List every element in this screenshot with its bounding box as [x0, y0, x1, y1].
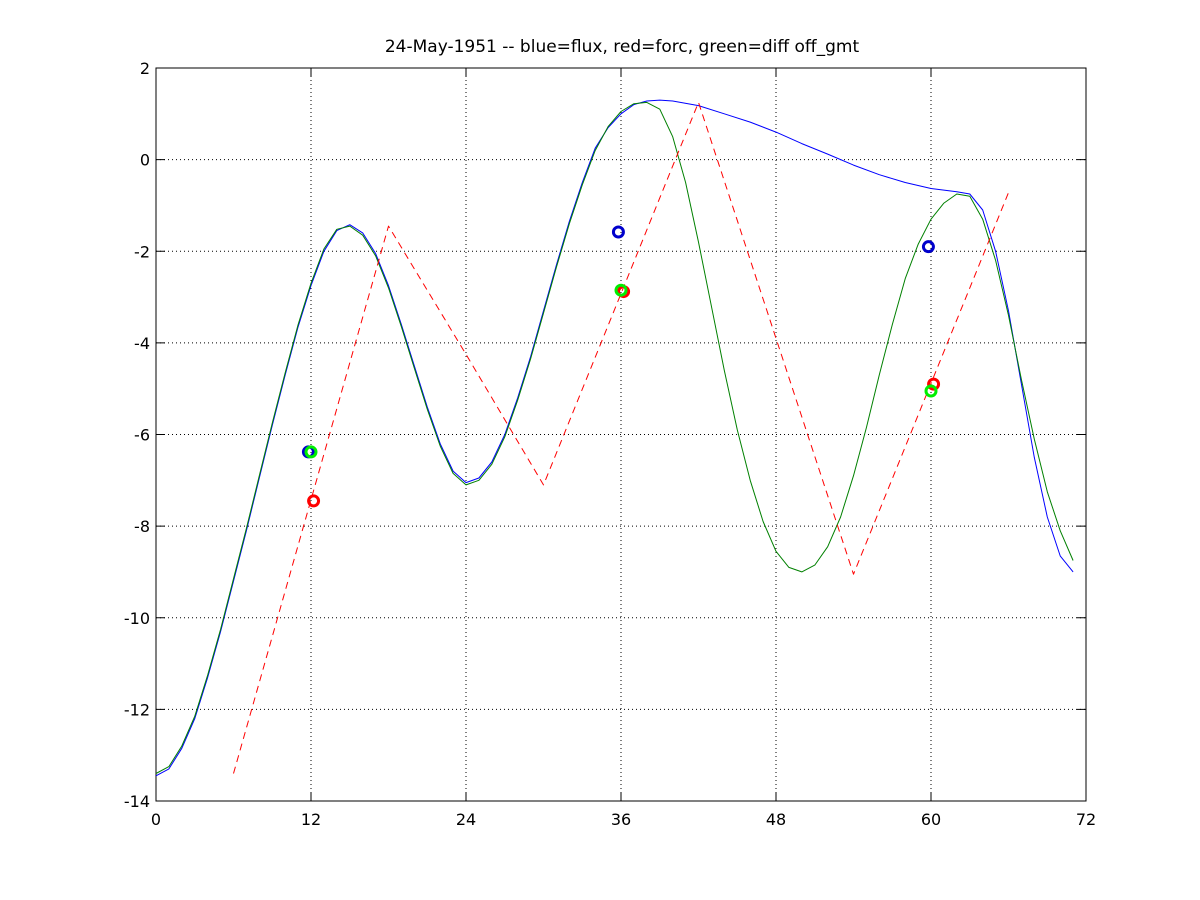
grid	[156, 68, 1086, 801]
x-tick-label: 48	[766, 810, 786, 829]
y-tick-label: -10	[124, 609, 150, 628]
series-group	[155, 99, 1074, 777]
x-tick-label: 12	[301, 810, 321, 829]
y-tick-label: 2	[140, 59, 150, 78]
y-tick-label: -14	[124, 792, 150, 811]
y-tick-labels: -14 -12 -10 -8 -6 -4 -2 0 2	[124, 59, 150, 811]
data-marker	[921, 240, 935, 254]
chart-title: 24-May-1951 -- blue=flux, red=forc, gree…	[385, 37, 860, 57]
y-tick-label: -12	[124, 700, 150, 719]
y-tick-label: -4	[134, 334, 150, 353]
x-tick-label: 24	[456, 810, 476, 829]
axis-ticks	[155, 67, 1087, 802]
series-line-2	[233, 101, 1009, 774]
data-marker	[304, 445, 318, 459]
y-tick-label: -8	[134, 517, 150, 536]
y-tick-label: -6	[134, 426, 150, 445]
data-marker	[924, 384, 938, 398]
markers-group	[301, 225, 941, 508]
x-tick-labels: 0 12 24 36 48 60 72	[151, 810, 1096, 829]
x-tick-label: 60	[921, 810, 941, 829]
x-tick-label: 36	[611, 810, 631, 829]
series-line-1	[155, 101, 1074, 774]
data-marker	[927, 377, 941, 391]
data-marker	[614, 283, 628, 297]
series-line-0	[155, 99, 1074, 777]
data-marker	[611, 225, 625, 239]
x-tick-label: 72	[1076, 810, 1096, 829]
data-marker	[307, 494, 321, 508]
y-tick-label: 0	[140, 151, 150, 170]
x-tick-label: 0	[151, 810, 161, 829]
y-tick-label: -2	[134, 242, 150, 261]
